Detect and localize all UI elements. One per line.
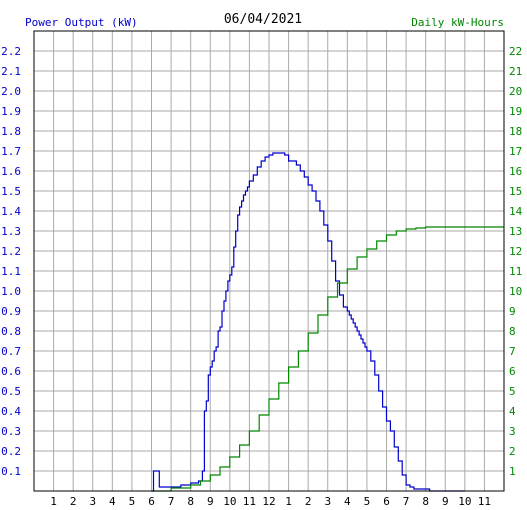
- x-tick-label: 6: [148, 495, 155, 508]
- left-tick-label: 1.8: [1, 125, 21, 138]
- left-tick-label: 0.5: [1, 385, 21, 398]
- x-tick-label: 7: [403, 495, 410, 508]
- right-tick-label: 7: [509, 345, 516, 358]
- x-tick-label: 5: [129, 495, 136, 508]
- plot-area-frame: [33, 30, 505, 492]
- x-tick-label: 11: [243, 495, 256, 508]
- right-tick-label: 10: [509, 285, 522, 298]
- right-tick-label: 2: [509, 445, 516, 458]
- right-tick-label: 22: [509, 45, 522, 58]
- x-tick-label: 8: [422, 495, 429, 508]
- left-tick-label: 1.7: [1, 145, 21, 158]
- x-tick-label: 2: [70, 495, 77, 508]
- right-tick-label: 17: [509, 145, 522, 158]
- right-tick-label: 8: [509, 325, 516, 338]
- x-tick-label: 5: [364, 495, 371, 508]
- series-line-power-output: [151, 152, 465, 492]
- left-tick-label: 0.1: [1, 465, 21, 478]
- right-tick-label: 9: [509, 305, 516, 318]
- x-tick-label: 3: [324, 495, 331, 508]
- right-axis-label: Daily kW-Hours: [411, 16, 504, 29]
- left-axis-label: Power Output (kW): [25, 16, 138, 29]
- left-axis-ticks: 0.1 0.2 0.3 0.4 0.5 0.6 0.7 0.8 0.9 1.0 1.1 1.2 1.3 1…: [1, 45, 21, 478]
- x-tick-label: 4: [344, 495, 351, 508]
- right-tick-label: 12: [509, 245, 522, 258]
- left-tick-label: 2.1: [1, 65, 21, 78]
- chart-title: 06/04/2021: [224, 12, 302, 27]
- x-tick-label: 7: [168, 495, 175, 508]
- left-tick-label: 2.2: [1, 45, 21, 58]
- left-tick-label: 2.0: [1, 85, 21, 98]
- left-tick-label: 1.9: [1, 105, 21, 118]
- x-tick-label: 11: [478, 495, 491, 508]
- x-tick-label: 9: [207, 495, 214, 508]
- right-tick-label: 11: [509, 265, 522, 278]
- left-tick-label: 0.2: [1, 445, 21, 458]
- left-tick-label: 1.2: [1, 245, 21, 258]
- right-tick-label: 19: [509, 105, 522, 118]
- x-tick-label: 12: [262, 495, 275, 508]
- right-tick-label: 20: [509, 85, 522, 98]
- left-tick-label: 1.5: [1, 185, 21, 198]
- left-tick-label: 1.3: [1, 225, 21, 238]
- right-tick-label: 16: [509, 165, 522, 178]
- x-tick-label: 1: [285, 495, 292, 508]
- x-tick-label: 1: [50, 495, 57, 508]
- x-axis-ticks: 1 2 3 4 5 6 7 8 9 10 11 12 1 2 3 4 5 6 7 8 9 10 11: [50, 495, 491, 508]
- series-layer: [151, 152, 504, 492]
- right-tick-label: 15: [509, 185, 522, 198]
- left-tick-label: 0.7: [1, 345, 21, 358]
- x-tick-label: 10: [223, 495, 236, 508]
- left-tick-label: 0.3: [1, 425, 21, 438]
- right-tick-label: 18: [509, 125, 522, 138]
- x-tick-label: 10: [458, 495, 471, 508]
- right-tick-label: 21: [509, 65, 522, 78]
- x-tick-label: 6: [383, 495, 390, 508]
- grid-lines: [34, 31, 504, 491]
- right-tick-label: 13: [509, 225, 522, 238]
- right-tick-label: 3: [509, 425, 516, 438]
- left-tick-label: 1.4: [1, 205, 21, 218]
- right-tick-label: 14: [509, 205, 523, 218]
- left-tick-label: 0.4: [1, 405, 21, 418]
- x-tick-label: 4: [109, 495, 116, 508]
- left-tick-label: 0.6: [1, 365, 21, 378]
- x-tick-label: 2: [305, 495, 312, 508]
- right-tick-label: 1: [509, 465, 516, 478]
- left-tick-label: 1.6: [1, 165, 21, 178]
- series-line-daily-kwh: [151, 226, 504, 492]
- right-tick-label: 6: [509, 365, 516, 378]
- left-tick-label: 1.0: [1, 285, 21, 298]
- x-tick-label: 3: [89, 495, 96, 508]
- right-tick-label: 5: [509, 385, 516, 398]
- x-tick-label: 9: [442, 495, 449, 508]
- right-tick-label: 4: [509, 405, 516, 418]
- left-tick-label: 0.8: [1, 325, 21, 338]
- left-tick-label: 0.9: [1, 305, 21, 318]
- x-tick-label: 8: [187, 495, 194, 508]
- left-tick-label: 1.1: [1, 265, 21, 278]
